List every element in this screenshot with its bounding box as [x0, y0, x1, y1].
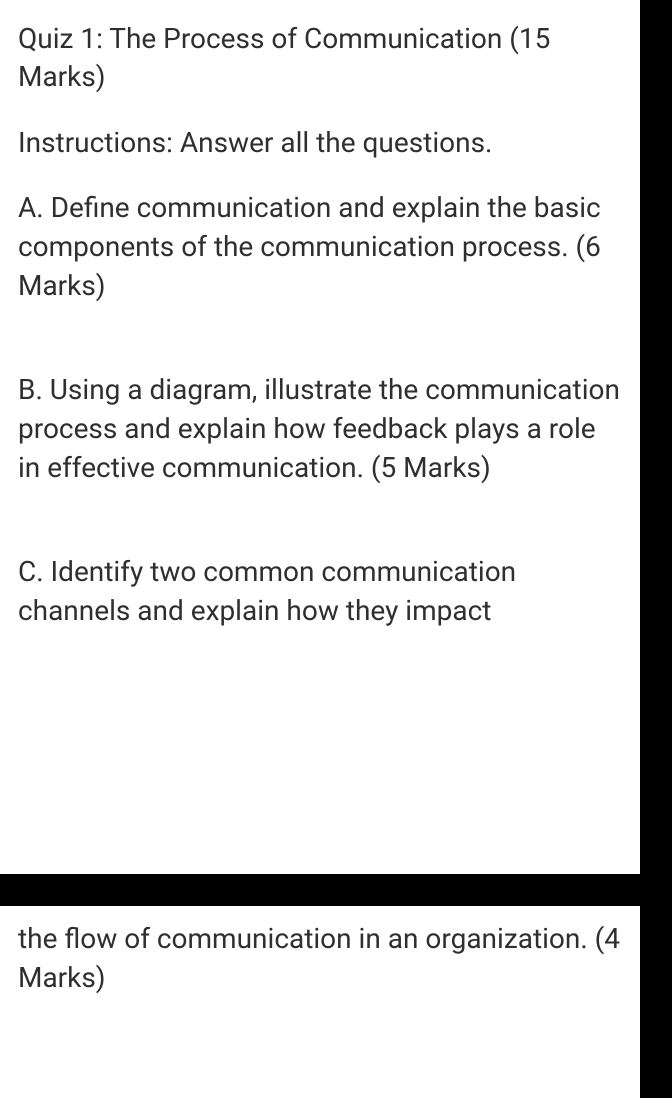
quiz-instructions: Instructions: Answer all the questions. — [18, 124, 622, 162]
right-black-margin — [640, 0, 672, 1098]
document-page-bottom: the flow of communication in an organiza… — [0, 906, 640, 1098]
quiz-title: Quiz 1: The Process of Communication (15… — [18, 20, 622, 96]
question-b: B. Using a diagram, illustrate the commu… — [18, 371, 622, 487]
question-c-part-1: C. Identify two common communication cha… — [18, 553, 622, 630]
question-a: A. Define communication and explain the … — [18, 189, 622, 305]
document-page-top: Quiz 1: The Process of Communication (15… — [0, 0, 640, 874]
question-c-part-2: the flow of communication in an organiza… — [18, 920, 622, 997]
